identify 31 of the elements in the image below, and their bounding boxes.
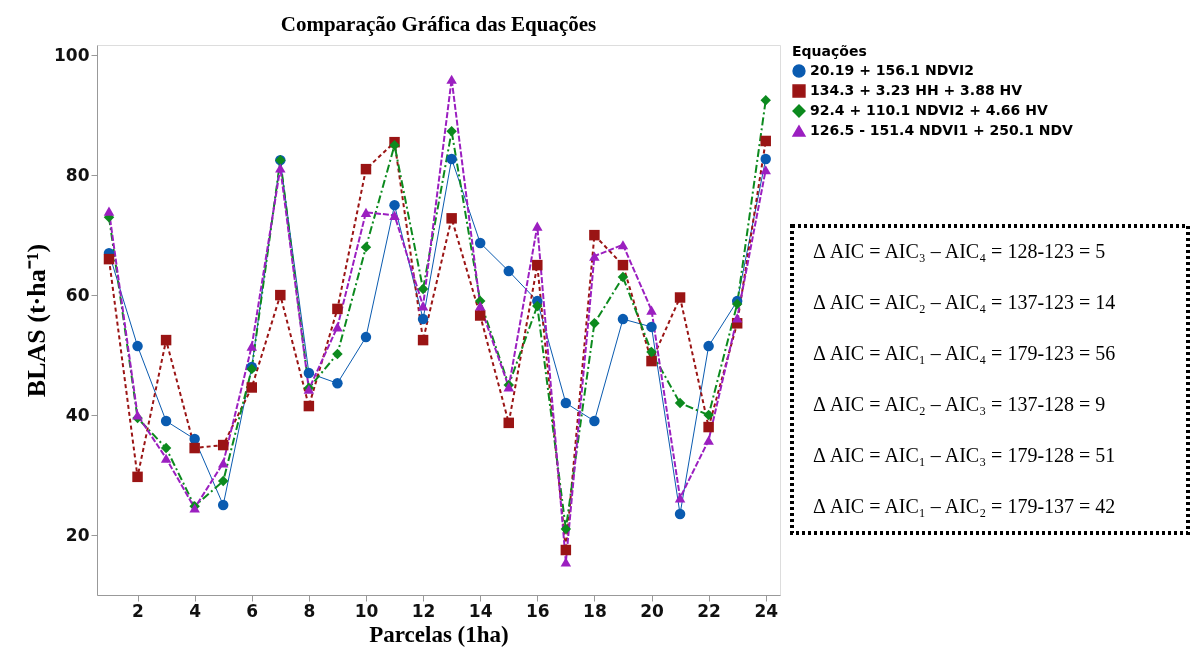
x-tick-label: 12 [411,600,436,621]
x-tick-label: 24 [754,600,779,621]
x-tick-label: 6 [246,600,259,621]
x-tick-label: 10 [354,600,379,621]
chart-title: Comparação Gráfica das Equações [280,12,597,36]
legend-label: 20.19 + 156.1 NDVI2 [810,62,975,78]
legend-label: 126.5 - 151.4 NDVI1 + 250.1 NDV [810,122,1074,138]
text: Δ AIC = AIC₁ – AIC₂ = 179-137 = 42 [813,495,1116,517]
y-tick-label: 20 [65,524,90,545]
text: Δ AIC = AIC₂ – AIC₃ = 137-128 = 9 [813,393,1106,415]
y-tick-label: 60 [65,284,90,305]
y-tick-label: 80 [65,164,90,185]
x-axis-title: Parcelas (1ha) [369,621,509,647]
x-tick-label: 4 [189,600,202,621]
legend-title: Equações [792,43,867,59]
x-tick-label: 18 [583,600,607,621]
x-tick-label: 8 [303,600,316,621]
y-axis-title: BLAS (t·ha⁻¹) [22,243,52,398]
y-tick-label: 40 [65,404,90,425]
x-tick-label: 16 [525,600,550,621]
x-tick-label: 14 [468,600,493,621]
x-tick-label: 20 [640,600,664,621]
legend-label: 134.3 + 3.23 HH + 3.88 HV [810,82,1023,98]
text: Δ AIC = AIC₁ – AIC₃ = 179-128 = 51 [813,444,1116,466]
legend-label: 92.4 + 110.1 NDVI2 + 4.66 HV [810,102,1048,118]
text: Δ AIC = AIC₁ – AIC₄ = 179-123 = 56 [813,342,1116,364]
x-tick-label: 22 [697,600,721,621]
y-tick-label: 100 [54,44,90,65]
text: Δ AIC = AIC₂ – AIC₄ = 137-123 = 14 [813,291,1116,313]
x-tick-label: 2 [132,600,144,621]
text: Δ AIC = AIC₃ – AIC₄ = 128-123 = 5 [813,240,1106,262]
